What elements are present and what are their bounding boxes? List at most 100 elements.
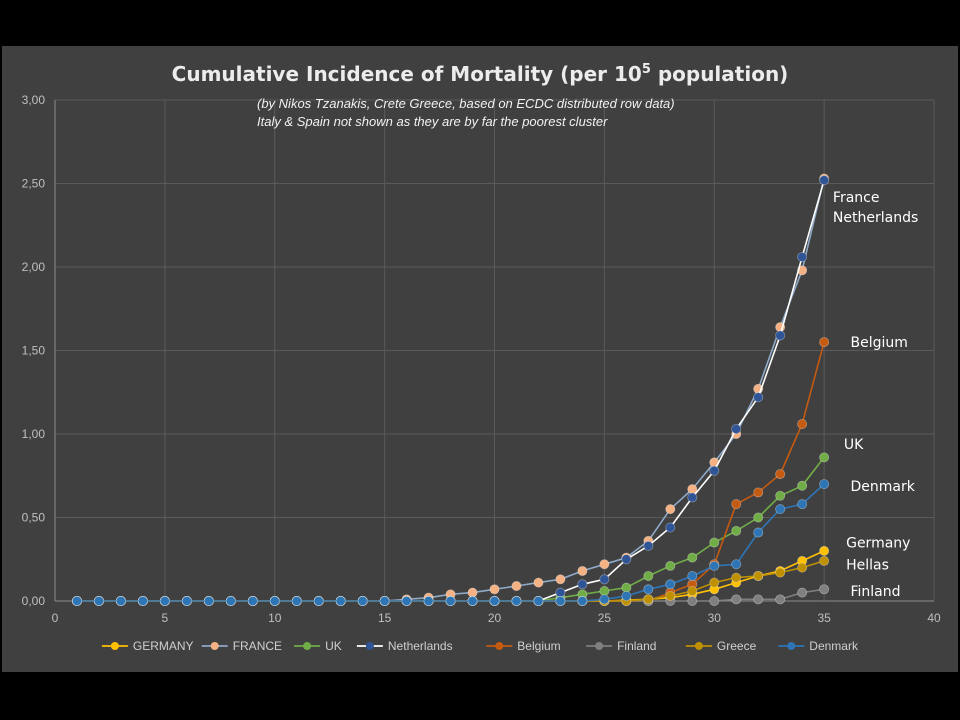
data-point xyxy=(819,452,830,463)
annotation-label: France xyxy=(833,190,880,206)
data-point xyxy=(753,594,764,605)
data-point xyxy=(137,596,148,607)
data-point xyxy=(577,565,588,576)
annotation-label: Denmark xyxy=(850,479,915,495)
y-tick-label: 2,50 xyxy=(22,177,46,191)
data-point xyxy=(401,596,412,607)
data-point xyxy=(643,594,654,605)
data-point xyxy=(687,484,698,495)
chart-subtitle-line-1: (by Nikos Tzanakis, Crete Greece, based … xyxy=(257,96,675,111)
chart-frame: 0,00 0,50 1,00 1,50 2,00 2,50 3,00 0 5 10 15 20 25 30… xyxy=(0,44,960,674)
x-tick-label: 20 xyxy=(488,611,502,625)
data-point xyxy=(797,251,808,262)
data-point xyxy=(467,596,478,607)
data-point xyxy=(621,590,632,601)
data-point xyxy=(687,585,698,596)
data-point xyxy=(93,596,104,607)
data-point xyxy=(753,570,764,581)
x-tick-label: 15 xyxy=(378,611,392,625)
legend-swatch-marker xyxy=(787,642,796,650)
y-tick-label: 0,50 xyxy=(22,511,46,525)
data-point xyxy=(445,596,456,607)
data-point xyxy=(423,596,434,607)
data-point xyxy=(819,479,830,490)
data-point xyxy=(687,552,698,563)
legend-item: Greece xyxy=(685,639,757,653)
data-point xyxy=(709,465,720,476)
y-tick-label: 1,00 xyxy=(22,427,46,441)
data-point xyxy=(577,579,588,590)
data-point xyxy=(665,504,676,515)
x-tick-label: 0 xyxy=(52,611,59,625)
annotation-label: Belgium xyxy=(850,335,907,351)
chart-title: Cumulative Incidence of Mortality (per 1… xyxy=(172,62,789,86)
data-point xyxy=(665,560,676,571)
data-point xyxy=(489,584,500,595)
data-point xyxy=(819,175,830,186)
legend-item: Belgium xyxy=(486,639,561,653)
legend-item: Netherlands xyxy=(356,639,453,653)
data-point xyxy=(731,559,742,570)
legend-label: Netherlands xyxy=(388,639,453,653)
data-point xyxy=(797,587,808,598)
legend-label: GERMANY xyxy=(133,639,194,653)
legend-label: Greece xyxy=(717,639,757,653)
data-point xyxy=(819,337,830,348)
x-tick-label: 5 xyxy=(162,611,169,625)
data-point xyxy=(753,512,764,523)
data-point xyxy=(71,596,82,607)
data-point xyxy=(797,480,808,491)
data-point xyxy=(819,555,830,566)
data-point xyxy=(115,596,126,607)
data-point xyxy=(643,570,654,581)
data-point xyxy=(643,540,654,551)
legend-swatch-marker xyxy=(303,642,312,650)
x-tick-label: 40 xyxy=(927,611,941,625)
data-point xyxy=(775,490,786,501)
data-point xyxy=(709,596,720,607)
data-point xyxy=(753,487,764,498)
data-point xyxy=(533,596,544,607)
data-point xyxy=(313,596,324,607)
data-point xyxy=(621,582,632,593)
x-tick-label: 10 xyxy=(268,611,282,625)
data-point xyxy=(709,577,720,588)
data-point xyxy=(775,567,786,578)
data-point xyxy=(599,574,610,585)
data-point xyxy=(731,525,742,536)
legend-item: Denmark xyxy=(778,639,859,653)
legend-label: Denmark xyxy=(809,639,859,653)
legend-item: FRANCE xyxy=(201,639,282,653)
data-point xyxy=(797,499,808,510)
chart-background xyxy=(2,46,958,672)
legend-swatch-marker xyxy=(694,642,703,650)
annotation-label: Hellas xyxy=(846,557,889,573)
data-point xyxy=(247,596,258,607)
data-point xyxy=(489,596,500,607)
legend-item: UK xyxy=(294,639,342,653)
data-point xyxy=(753,392,764,403)
legend-label: UK xyxy=(325,639,342,653)
legend-swatch-marker xyxy=(365,642,374,650)
data-point xyxy=(599,594,610,605)
chart-subtitle-line-2: Italy & Spain not shown as they are by f… xyxy=(257,114,608,129)
y-tick-label: 3,00 xyxy=(22,93,46,107)
legend-swatch-marker xyxy=(210,642,219,650)
data-point xyxy=(819,545,830,556)
annotation-label: Netherlands xyxy=(833,210,918,226)
data-point xyxy=(159,596,170,607)
data-point xyxy=(291,596,302,607)
data-point xyxy=(379,596,390,607)
data-point xyxy=(599,585,610,596)
data-point xyxy=(665,522,676,533)
chart: 0,00 0,50 1,00 1,50 2,00 2,50 3,00 0 5 10 15 20 25 30… xyxy=(2,46,958,672)
data-point xyxy=(577,596,588,607)
data-point xyxy=(665,579,676,590)
data-point xyxy=(269,596,280,607)
data-point xyxy=(687,596,698,607)
legend-swatch-marker xyxy=(495,642,504,650)
data-point xyxy=(621,554,632,565)
data-point xyxy=(665,590,676,601)
x-tick-label: 30 xyxy=(708,611,722,625)
y-tick-label: 2,00 xyxy=(22,260,46,274)
